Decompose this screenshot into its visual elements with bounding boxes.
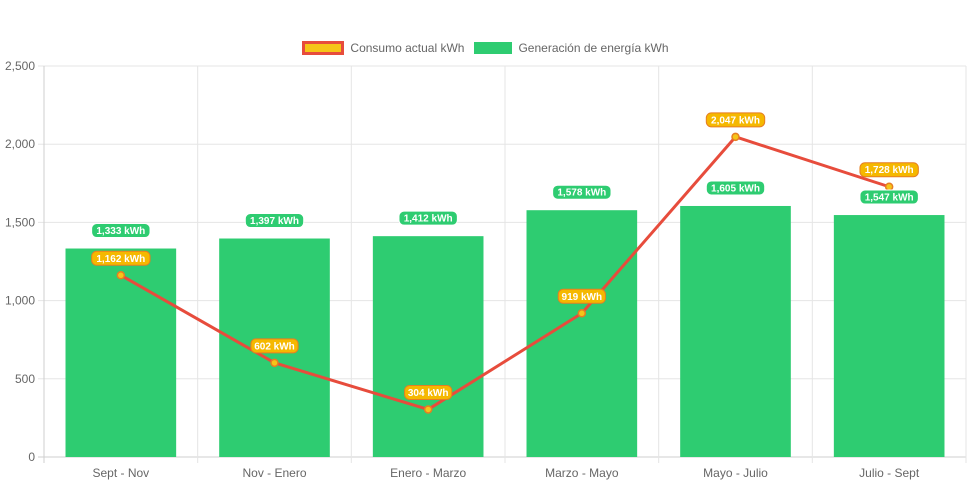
legend-swatch-consumo [302,41,345,55]
data-label-consumo-box [91,250,151,266]
point-consumo [423,405,433,414]
x-tick-label: Marzo - Mayo [545,466,619,480]
y-tick-label: 1,500 [5,215,35,229]
legend-item-generacion[interactable]: Generación de energía kWh [474,41,669,55]
data-label-generacion-box [244,213,305,229]
data-label-consumo-box [557,288,606,304]
data-label-generacion-box [398,210,458,226]
line-consumo [120,135,890,411]
bar-generacion [526,210,638,457]
legend-label-consumo: Consumo actual kWh [350,41,465,55]
bar-generacion [65,248,177,457]
data-label-consumo: 2,047 kWh [711,115,760,126]
chart-legend: Consumo actual kWh Generación de energía… [0,41,971,55]
data-label-consumo: 304 kWh [408,388,449,399]
point-consumo [577,309,587,318]
data-label-generacion: 1,605 kWh [711,183,760,194]
data-label-generacion-box [552,184,612,200]
legend-swatch-generacion [474,42,513,54]
data-label-consumo: 919 kWh [562,292,603,303]
data-label-generacion-box [91,223,151,239]
data-label-generacion-box [705,180,766,196]
data-label-consumo-box [859,162,919,178]
bar-generacion [372,236,484,457]
data-label-consumo-box [404,384,453,400]
data-label-consumo: 1,728 kWh [865,165,914,176]
y-tick-label: 2,500 [5,59,35,73]
point-consumo [731,132,740,142]
data-label-generacion: 1,547 kWh [865,193,914,204]
y-tick-label: 0 [28,450,35,464]
x-tick-label: Julio - Sept [859,466,920,480]
point-consumo [116,271,126,280]
y-tick-label: 2,000 [5,137,35,151]
data-label-generacion: 1,578 kWh [557,188,606,199]
data-label-generacion: 1,412 kWh [404,214,453,225]
x-tick-label: Sept - Nov [92,466,149,480]
y-tick-label: 1,000 [5,294,35,308]
y-tick-label: 500 [15,372,35,386]
point-consumo [270,358,279,368]
x-tick-label: Nov - Enero [242,466,306,480]
data-label-consumo: 602 kWh [254,341,295,352]
bar-generacion [680,205,791,457]
point-consumo [884,182,894,191]
data-label-generacion: 1,333 kWh [96,226,145,237]
legend-label-generacion: Generación de energía kWh [518,41,669,55]
bar-generacion [833,215,945,457]
data-label-generacion-box [859,189,919,205]
data-label-generacion: 1,397 kWh [250,216,299,227]
data-label-consumo-box [705,112,766,128]
legend-item-consumo[interactable]: Consumo actual kWh [302,41,464,55]
x-tick-label: Mayo - Julio [703,466,768,480]
x-tick-label: Enero - Marzo [390,466,466,480]
data-label-consumo-box [250,338,299,354]
data-label-consumo: 1,162 kWh [96,254,145,265]
